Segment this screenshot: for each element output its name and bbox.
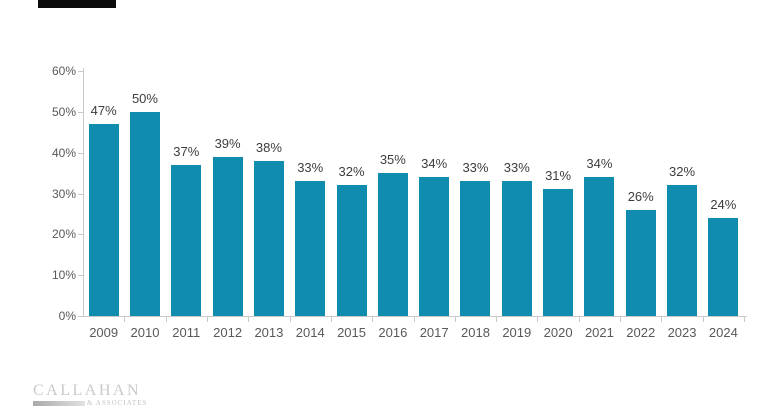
bar-value-label-2010: 50% [131, 90, 158, 106]
y-tick-label-60: 60% [51, 64, 76, 78]
callahan-logo: CALLAHAN & ASSOCIATES [33, 383, 147, 407]
logo-subtext: & ASSOCIATES [87, 399, 148, 407]
y-tick-mark [78, 111, 83, 113]
x-tick-label-2009: 2009 [89, 325, 119, 340]
y-tick-mark [78, 71, 83, 72]
x-tick-mark [248, 317, 250, 322]
x-tick-label-2023: 2023 [667, 325, 697, 340]
bar-2011 [171, 164, 202, 316]
x-tick-label-2010: 2010 [130, 325, 160, 340]
x-tick-mark [165, 317, 167, 322]
bar-2024 [708, 218, 739, 316]
y-tick-mark [78, 234, 83, 236]
bar-chart: 0% 10% 20% 30% 40% 50% 60% 47% 50% 37% 39% 38% 33% 3… [51, 64, 747, 340]
bar-value-label-2021: 34% [586, 156, 613, 172]
redacted-title-bar [38, 0, 116, 8]
bar-2015 [336, 185, 367, 316]
bar-2018 [460, 181, 491, 316]
bar-2020 [543, 189, 574, 316]
bar-2019 [501, 181, 532, 316]
bar-2014 [295, 181, 326, 316]
bar-2010 [129, 111, 160, 316]
x-tick-label-2013: 2013 [254, 325, 284, 340]
x-tick-label-2018: 2018 [461, 325, 490, 340]
logo-underline-bar [33, 401, 85, 406]
y-tick-label-20: 20% [51, 227, 76, 242]
bar-value-label-2012: 39% [214, 135, 241, 151]
x-tick-mark [206, 317, 208, 322]
y-tick-mark [78, 152, 83, 154]
x-tick-mark [330, 317, 332, 322]
x-tick-mark [537, 317, 539, 322]
y-tick-mark [78, 316, 83, 317]
bar-2012 [212, 156, 243, 316]
x-tick-label-2017: 2017 [419, 325, 449, 340]
y-tick-label-50: 50% [51, 104, 76, 119]
x-tick-label-2021: 2021 [584, 325, 614, 340]
logo-row: & ASSOCIATES [33, 400, 147, 407]
x-tick-label-2020: 2020 [543, 325, 573, 340]
x-tick-mark [702, 317, 704, 322]
x-tick-mark [289, 317, 291, 322]
bar-value-label-2017: 34% [421, 156, 448, 172]
bar-2021 [584, 177, 615, 316]
x-tick-mark [578, 317, 580, 322]
x-tick-label-2014: 2014 [295, 325, 325, 340]
y-axis-line [83, 68, 84, 317]
bar-value-label-2024: 24% [710, 197, 737, 212]
bar-2013 [253, 160, 284, 316]
x-axis-line [83, 316, 747, 317]
x-tick-label-2011: 2011 [172, 325, 201, 340]
y-tick-label-0: 0% [58, 309, 76, 323]
bar-2022 [625, 209, 656, 316]
bar-value-label-2023: 32% [669, 164, 696, 180]
x-tick-label-2016: 2016 [378, 325, 408, 340]
y-tick-label-40: 40% [51, 145, 76, 160]
x-tick-label-2024: 2024 [708, 325, 738, 340]
x-tick-label-2012: 2012 [213, 325, 243, 340]
x-tick-mark [454, 317, 456, 322]
x-tick-mark [124, 317, 126, 322]
y-tick-label-10: 10% [51, 268, 76, 283]
bar-2023 [667, 185, 698, 316]
x-tick-label-2022: 2022 [626, 325, 656, 340]
x-tick-mark [496, 317, 498, 322]
x-tick-mark [620, 317, 622, 322]
bar-value-label-2011: 37% [173, 143, 200, 159]
bar-value-label-2018: 33% [462, 160, 489, 176]
y-tick-mark [78, 193, 83, 195]
bar-2017 [419, 177, 450, 316]
x-tick-mark [372, 317, 374, 322]
bar-value-label-2019: 33% [503, 160, 530, 176]
x-tick-mark [744, 317, 745, 322]
logo-wordmark: CALLAHAN [33, 382, 141, 399]
y-tick-label-30: 30% [51, 186, 76, 201]
x-tick-label-2015: 2015 [337, 325, 366, 340]
bar-value-label-2022: 26% [627, 188, 654, 204]
bar-value-label-2016: 35% [379, 152, 406, 168]
bar-value-label-2009: 47% [90, 103, 117, 119]
bar-value-label-2013: 38% [255, 139, 282, 155]
x-tick-mark [413, 317, 415, 322]
bar-2016 [377, 173, 408, 316]
y-tick-mark [78, 275, 83, 277]
bar-value-label-2015: 32% [338, 164, 365, 180]
x-tick-mark [661, 317, 663, 322]
x-tick-label-2019: 2019 [502, 325, 532, 340]
bar-value-label-2020: 31% [545, 168, 572, 184]
bar-2009 [88, 124, 119, 316]
bar-value-label-2014: 33% [297, 160, 324, 176]
